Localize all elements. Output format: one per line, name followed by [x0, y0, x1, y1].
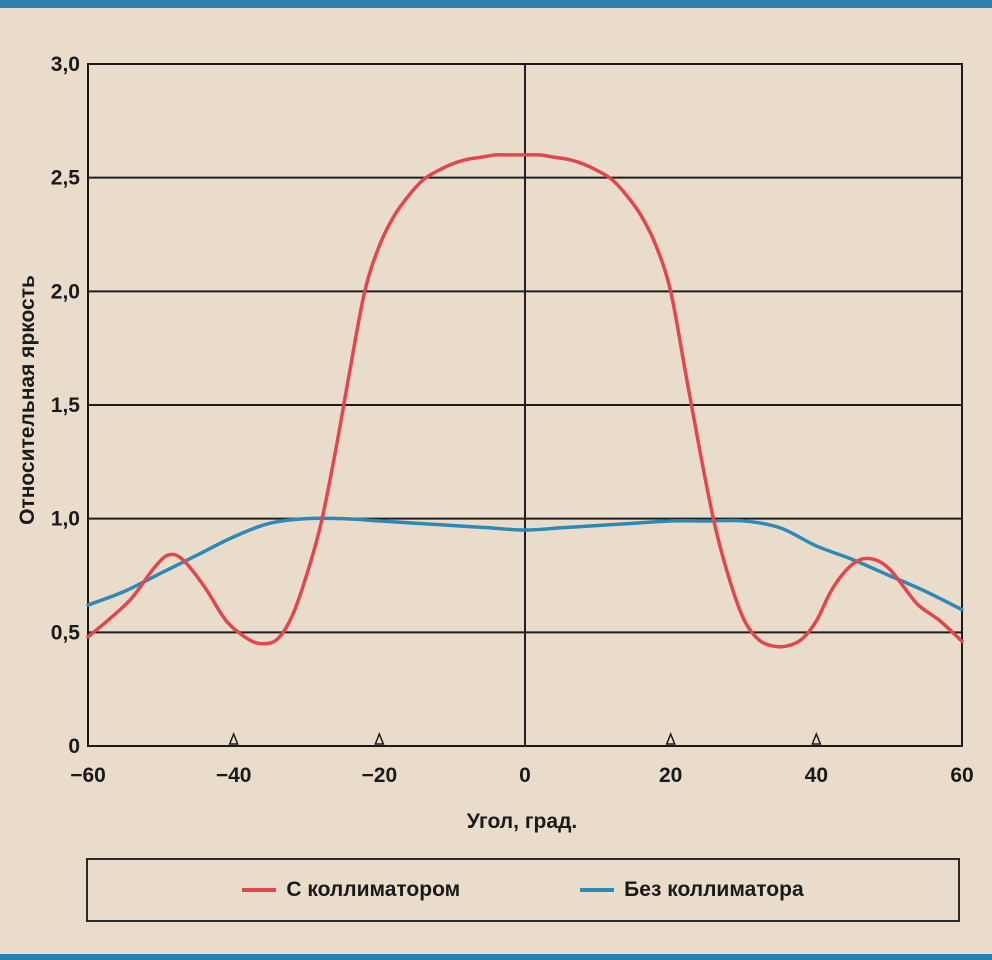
y-tick-label: 1,5	[51, 394, 81, 417]
legend: С коллиматором Без коллиматора	[86, 858, 960, 922]
x-tick-label: 60	[950, 764, 973, 787]
x-marker	[811, 731, 822, 745]
legend-label-series-1: Без коллиматора	[624, 878, 804, 901]
series-line-1	[86, 516, 964, 612]
x-tick-label: 0	[519, 764, 531, 787]
grid	[88, 64, 962, 746]
y-tick-label: 1,0	[51, 508, 80, 531]
series-line-0	[86, 153, 964, 649]
top-border	[0, 0, 992, 8]
x-tick-label: 20	[659, 764, 682, 787]
bottom-border	[0, 954, 992, 960]
y-tick-label: 2,5	[51, 167, 81, 190]
y-axis-ticks: 0 0,5 1,0 1,5 2,0 2,5 3,0	[51, 53, 81, 758]
x-axis-ticks: −60 −40 −20 0 20 40 60	[70, 764, 973, 787]
y-axis-title: Относительная яркость	[16, 275, 39, 525]
legend-label-series-0: С коллиматором	[286, 878, 461, 901]
x-markers	[228, 731, 822, 745]
y-tick-label: 0,5	[51, 621, 81, 644]
x-tick-label: −20	[362, 764, 398, 787]
y-tick-label: 0	[68, 735, 80, 758]
y-tick-label: 3,0	[51, 53, 80, 76]
x-marker	[228, 731, 239, 745]
x-marker	[374, 731, 385, 745]
x-tick-label: −60	[70, 764, 106, 787]
x-tick-label: −40	[216, 764, 252, 787]
series-layer	[86, 153, 964, 649]
x-tick-label: 40	[805, 764, 828, 787]
legend-item-series-0: С коллиматором	[242, 878, 460, 902]
x-axis-title: Угол, град.	[467, 810, 577, 833]
x-marker	[665, 731, 676, 745]
legend-swatch-series-0	[242, 888, 277, 892]
plot-frame	[87, 63, 963, 747]
legend-item-series-1: Без коллиматора	[580, 878, 804, 902]
legend-swatch-series-1	[580, 888, 615, 892]
y-tick-label: 2,0	[51, 280, 80, 303]
